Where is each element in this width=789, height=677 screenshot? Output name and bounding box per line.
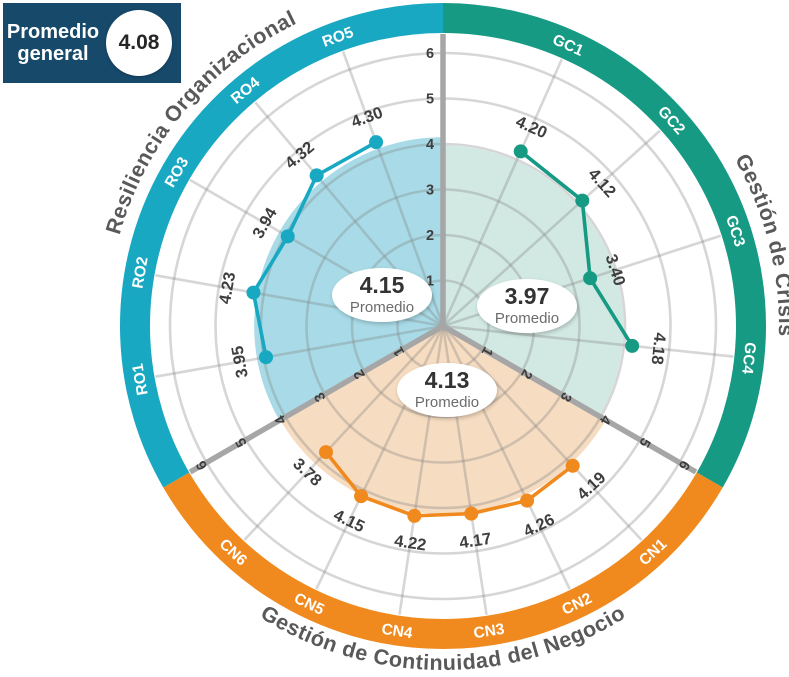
data-value-cn3: 4.17 — [458, 530, 492, 553]
data-value-ro3: 3.94 — [249, 204, 281, 242]
overall-average-label-line1: Promedio — [6, 20, 100, 43]
data-line-gc — [519, 150, 634, 347]
spoke-gc2 — [442, 129, 661, 327]
axis-tick-top-1: 1 — [426, 274, 434, 290]
data-point-cn5 — [354, 489, 369, 504]
data-point-ro5 — [369, 135, 384, 150]
data-point-gc3 — [583, 271, 598, 286]
spoke-cn1 — [442, 325, 643, 541]
ring-label-cn4: CN4 — [380, 621, 414, 642]
axis-line-240 — [188, 323, 445, 475]
data-value-gc1: 4.20 — [513, 113, 550, 143]
data-point-cn6 — [319, 445, 334, 460]
data-point-gc4 — [625, 338, 640, 353]
data-point-ro3 — [280, 229, 295, 244]
spoke-ro1 — [155, 324, 444, 378]
data-value-ro5: 4.30 — [349, 104, 385, 132]
average-ellipse-ro — [332, 268, 432, 322]
average-caption-ro: Promedio — [350, 299, 414, 316]
average-value-ro: 4.15 — [360, 272, 405, 298]
axis-tick-top-2: 2 — [426, 228, 434, 244]
data-value-cn5: 4.15 — [331, 506, 368, 536]
overall-average-label: Promedio general — [3, 21, 103, 66]
data-point-cn2 — [520, 493, 535, 508]
average-value-gc: 3.97 — [505, 283, 550, 309]
overall-average-badge: Promedio general 4.08 — [3, 3, 181, 83]
ring-label-gc4: GC4 — [738, 341, 758, 375]
data-point-ro2 — [246, 285, 261, 300]
spoke-gc1 — [441, 58, 563, 327]
average-caption-gc: Promedio — [495, 310, 559, 327]
data-point-gc2 — [575, 193, 590, 208]
ring-arc-cn — [163, 472, 723, 649]
axis-tick-top-6: 6 — [426, 46, 434, 62]
data-value-ro2: 4.23 — [216, 271, 239, 306]
data-value-cn2: 4.26 — [521, 511, 558, 541]
data-point-ro1 — [259, 350, 274, 365]
data-point-cn4 — [407, 508, 422, 523]
spoke-gc4 — [442, 324, 734, 358]
data-point-cn1 — [565, 458, 580, 473]
average-caption-cn: Promedio — [415, 394, 479, 411]
axis-tick-top-3: 3 — [426, 183, 434, 199]
average-ellipse-cn — [397, 363, 497, 417]
spoke-ro5 — [341, 51, 445, 327]
axis-line-120 — [441, 323, 698, 475]
axis-tick-top-5: 5 — [426, 92, 434, 108]
average-ellipse-gc — [477, 279, 577, 333]
data-point-cn3 — [464, 506, 479, 521]
average-value-cn: 4.13 — [425, 367, 470, 393]
overall-average-value: 4.08 — [106, 10, 172, 76]
ring-label-cn3: CN3 — [472, 621, 506, 642]
data-value-ro4: 4.32 — [282, 138, 318, 172]
data-line-cn — [324, 450, 574, 518]
ring-label-ro1: RO1 — [129, 362, 151, 397]
data-point-ro4 — [309, 168, 324, 183]
data-value-cn4: 4.22 — [393, 532, 427, 555]
overall-average-label-line2: general — [17, 43, 89, 65]
spoke-cn6 — [243, 325, 444, 541]
data-value-gc4: 4.18 — [648, 332, 669, 366]
ring-arc-gc — [442, 3, 766, 488]
ring-arc-ro — [120, 3, 444, 488]
axis-tick-top-4: 4 — [426, 137, 434, 153]
ring-label-ro2: RO2 — [129, 256, 151, 290]
data-value-ro1: 3.95 — [229, 344, 252, 379]
data-point-gc1 — [513, 144, 528, 159]
